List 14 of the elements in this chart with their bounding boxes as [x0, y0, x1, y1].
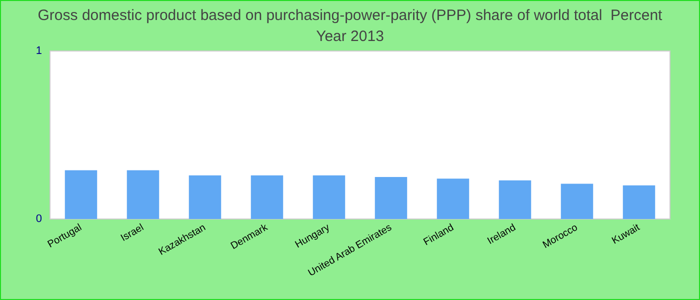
y-tick-label: 1	[36, 45, 42, 57]
chart-title: Gross domestic product based on purchasing-power-parity (PPP) share of world total Percent	[38, 7, 664, 24]
bar	[436, 178, 470, 219]
bar	[188, 175, 222, 219]
bar	[498, 180, 532, 219]
y-tick-label: 0	[36, 213, 42, 225]
bar	[374, 177, 408, 219]
bar	[64, 170, 98, 219]
bar	[560, 184, 594, 219]
chart-subtitle: Year 2013	[316, 28, 384, 45]
bar	[126, 170, 160, 219]
bar	[312, 175, 346, 219]
bar	[622, 185, 656, 219]
bar	[250, 175, 284, 219]
